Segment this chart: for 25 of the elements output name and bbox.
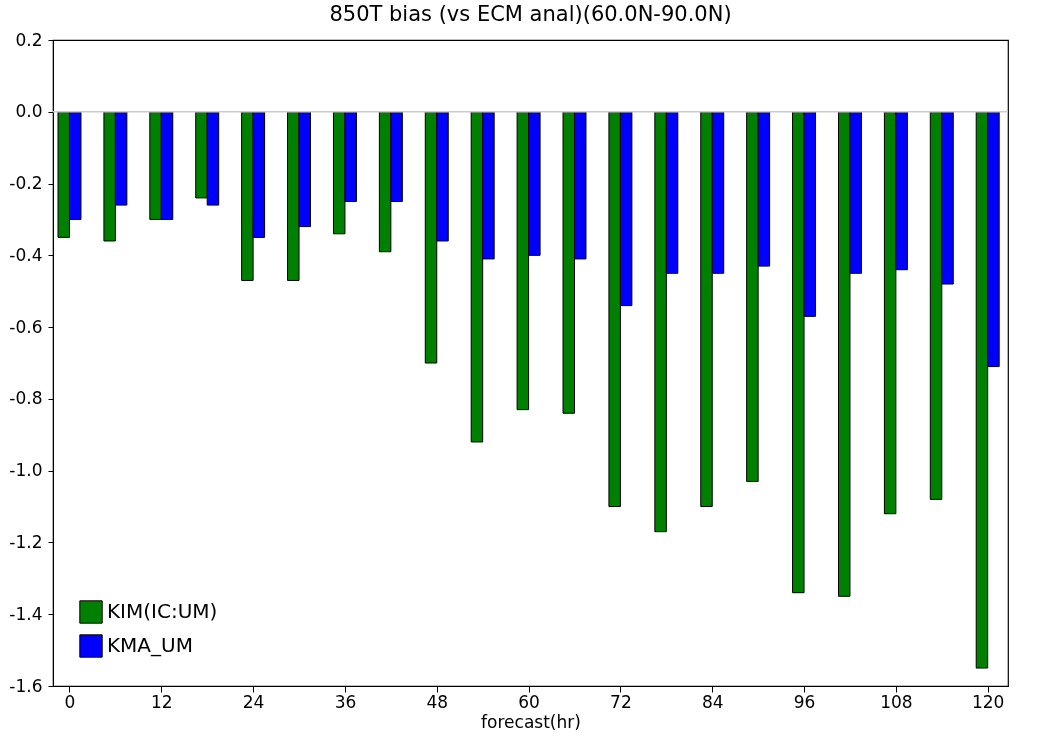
x-tick-label: 48 xyxy=(426,691,449,712)
x-tick-label: 0 xyxy=(64,691,76,712)
y-tick-label: 0.0 xyxy=(15,101,43,122)
x-tick-label: 72 xyxy=(610,691,632,712)
x-tick-label: 60 xyxy=(518,691,540,712)
chart-title: 850T bias (vs ECM anal)(60.0N-90.0N) xyxy=(329,2,732,26)
x-tick-label: 96 xyxy=(793,691,816,712)
y-tick-label: -1.6 xyxy=(9,675,43,696)
y-tick-label: -0.4 xyxy=(9,244,43,265)
y-tick-label: -1.4 xyxy=(9,603,43,624)
legend-label: KIM(IC:UM) xyxy=(107,599,218,623)
x-tick-label: 36 xyxy=(334,691,357,712)
y-tick-label: -1.0 xyxy=(9,460,43,481)
x-axis-title: forecast(hr) xyxy=(481,711,581,732)
x-tick-label: 84 xyxy=(701,691,724,712)
x-tick-label: 108 xyxy=(880,691,913,712)
x-tick-label: 12 xyxy=(150,691,173,712)
y-tick-label: -1.2 xyxy=(9,531,43,552)
y-tick-label: -0.2 xyxy=(9,173,43,194)
x-tick-label: 24 xyxy=(242,691,265,712)
x-tick-label: 120 xyxy=(971,691,1005,712)
y-tick-label: -0.6 xyxy=(9,316,43,337)
legend-label: KMA_UM xyxy=(107,633,193,657)
y-tick-label: -0.8 xyxy=(9,388,43,409)
y-tick-label: 0.2 xyxy=(15,29,43,50)
